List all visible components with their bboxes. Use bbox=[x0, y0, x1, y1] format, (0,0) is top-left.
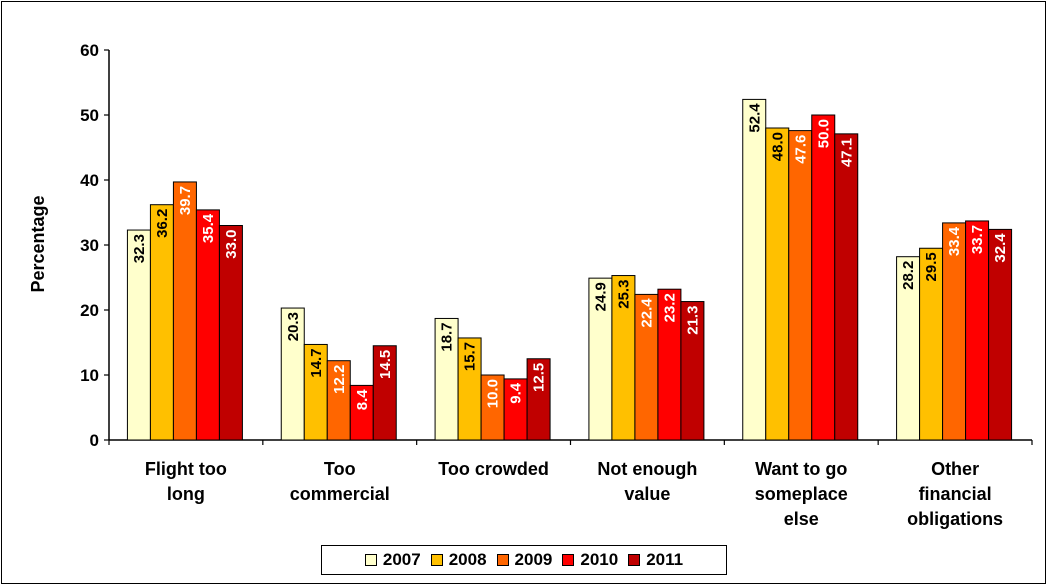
x-tick-label: Not enough bbox=[597, 459, 697, 479]
data-label: 23.2 bbox=[661, 293, 678, 322]
y-tick-label: 40 bbox=[80, 171, 99, 190]
data-label: 21.3 bbox=[684, 306, 701, 335]
data-label: 12.5 bbox=[531, 363, 548, 392]
x-tick-label: Flight too bbox=[145, 459, 227, 479]
x-tick-label: value bbox=[624, 484, 670, 504]
bar bbox=[742, 98, 767, 441]
x-tick-label: financial bbox=[919, 484, 992, 504]
x-tick-label: else bbox=[784, 509, 819, 529]
bar bbox=[195, 209, 220, 441]
legend-swatch bbox=[364, 554, 377, 566]
bar bbox=[172, 181, 197, 441]
legend-swatch bbox=[430, 554, 443, 566]
data-label: 14.5 bbox=[377, 350, 394, 379]
data-label: 20.3 bbox=[285, 312, 302, 341]
x-tick-label: Other bbox=[931, 459, 979, 479]
legend-entry: 2010 bbox=[562, 550, 618, 570]
data-label: 33.4 bbox=[946, 226, 963, 256]
bar bbox=[788, 130, 813, 441]
legend-swatch bbox=[496, 554, 509, 566]
bar bbox=[526, 358, 551, 441]
bar bbox=[834, 133, 859, 441]
x-tick-label: commercial bbox=[290, 484, 390, 504]
data-label: 50.0 bbox=[815, 119, 832, 148]
data-label: 47.6 bbox=[792, 135, 809, 164]
data-label: 48.0 bbox=[769, 132, 786, 161]
data-label: 32.3 bbox=[131, 234, 148, 263]
data-label: 18.7 bbox=[439, 322, 456, 351]
x-tick-label: obligations bbox=[907, 509, 1003, 529]
data-label: 10.0 bbox=[485, 379, 502, 408]
x-tick-label: Too crowded bbox=[438, 459, 549, 479]
x-tick-label: someplace bbox=[755, 484, 848, 504]
data-label: 52.4 bbox=[746, 103, 763, 133]
y-tick-label: 60 bbox=[80, 41, 99, 60]
bar bbox=[680, 301, 705, 441]
data-label: 32.4 bbox=[992, 233, 1009, 263]
y-tick-label: 10 bbox=[80, 366, 99, 385]
legend-label: 2009 bbox=[514, 550, 553, 569]
legend-label: 2010 bbox=[580, 550, 619, 569]
data-label: 24.9 bbox=[592, 282, 609, 311]
bar bbox=[765, 127, 790, 441]
y-axis-label: Percentage bbox=[28, 195, 48, 292]
bar-chart: Percentage 0 10 20 30 40 50 60 32.3 36.2 39.7 35.… bbox=[28, 41, 1033, 529]
y-tick-label: 50 bbox=[80, 106, 99, 125]
data-labels: 32.3 36.2 39.7 35.4 33.0 20.3 14.7 12.2 8.4 14.5 1… bbox=[131, 103, 1009, 411]
data-label: 12.2 bbox=[331, 365, 348, 394]
x-tick-label: Want to go bbox=[755, 459, 847, 479]
x-tick-label: long bbox=[167, 484, 205, 504]
data-label: 29.5 bbox=[923, 252, 940, 281]
data-label: 33.0 bbox=[223, 230, 240, 259]
bar bbox=[218, 225, 243, 441]
legend-entry: 2008 bbox=[430, 550, 487, 570]
x-tick-label: Too bbox=[324, 459, 356, 479]
y-tick-label: 0 bbox=[90, 431, 99, 450]
data-label: 39.7 bbox=[177, 186, 194, 215]
data-label: 9.4 bbox=[508, 382, 525, 404]
data-label: 47.1 bbox=[838, 138, 855, 167]
legend-entry: 2011 bbox=[628, 550, 683, 570]
data-label: 28.2 bbox=[900, 261, 917, 290]
axes: 0 10 20 30 40 50 60 bbox=[80, 41, 1033, 450]
data-label: 33.7 bbox=[969, 225, 986, 254]
bar bbox=[811, 114, 836, 441]
y-tick-label: 20 bbox=[80, 301, 99, 320]
legend-label: 2011 bbox=[646, 550, 684, 569]
category-labels: Flight too long Too commercial Too crowded No… bbox=[145, 459, 1003, 529]
legend-swatch bbox=[628, 554, 641, 566]
data-label: 36.2 bbox=[154, 209, 171, 238]
data-label: 22.4 bbox=[638, 298, 655, 328]
y-tick-label: 30 bbox=[80, 236, 99, 255]
bar bbox=[988, 228, 1013, 441]
data-label: 35.4 bbox=[200, 213, 217, 243]
legend-label: 2008 bbox=[448, 550, 487, 569]
legend-entry: 2009 bbox=[496, 550, 553, 570]
legend: 2007 2008 2009 2010 2011 bbox=[321, 545, 727, 575]
bar bbox=[372, 345, 397, 441]
data-label: 25.3 bbox=[615, 280, 632, 309]
legend-entry: 2007 bbox=[364, 550, 421, 570]
bars bbox=[126, 98, 1013, 441]
data-label: 8.4 bbox=[354, 389, 371, 411]
data-label: 15.7 bbox=[462, 342, 479, 371]
bar bbox=[149, 204, 174, 441]
data-label: 14.7 bbox=[308, 348, 325, 377]
legend-swatch bbox=[562, 554, 575, 566]
legend-label: 2007 bbox=[382, 550, 421, 569]
